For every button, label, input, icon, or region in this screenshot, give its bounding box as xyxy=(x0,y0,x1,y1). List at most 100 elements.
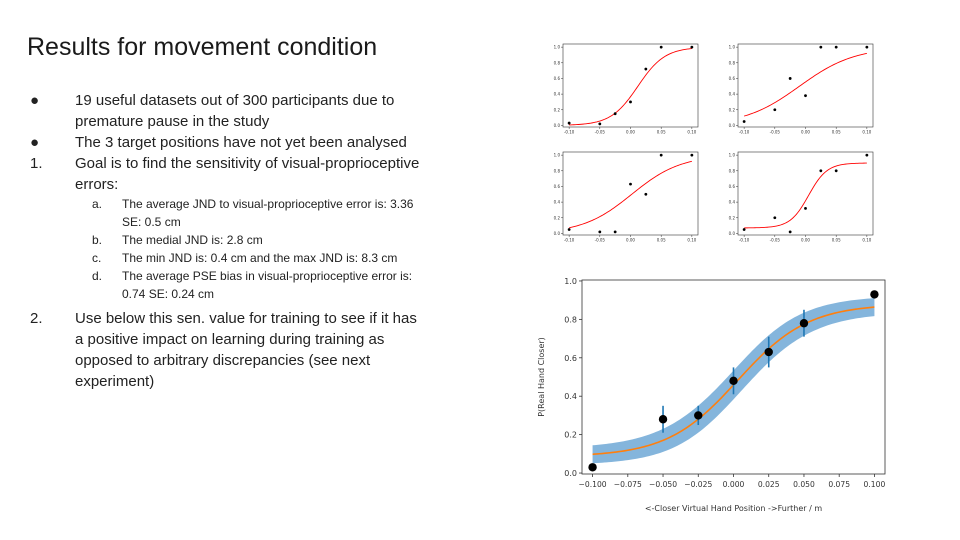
data-point xyxy=(865,153,869,157)
x-tick-label: −0.025 xyxy=(684,480,712,489)
participant-fit-chart-1: 0.0 0.2 0.4 0.6 0.8 1.0 -0.10 -0.05 0.00 0.05 0.10 xyxy=(554,43,699,135)
data-point xyxy=(865,45,869,49)
x-tick-label: 0.10 xyxy=(862,130,871,135)
data-point xyxy=(773,216,777,220)
sub-text: The average PSE bias in visual-proprioce… xyxy=(122,269,413,301)
y-tick-label: 0.0 xyxy=(554,123,561,128)
numbered-text: Use below this sen. value for training t… xyxy=(75,310,417,390)
data-point xyxy=(804,206,807,210)
x-tick-label: −0.050 xyxy=(649,480,677,489)
data-point xyxy=(819,169,823,173)
x-tick-label: -0.05 xyxy=(595,238,606,243)
data-point xyxy=(834,45,838,49)
data-point xyxy=(598,230,602,234)
x-tick-label: −0.075 xyxy=(614,480,642,489)
y-tick-label: 0.4 xyxy=(564,392,577,401)
data-point xyxy=(613,230,617,234)
x-tick-label: -0.10 xyxy=(564,130,575,135)
sub-item: a. The average JND to visual-propriocept… xyxy=(30,195,420,231)
bullet-item: ● The 3 target positions have not yet be… xyxy=(30,132,420,153)
x-tick-label: −0.100 xyxy=(579,480,607,489)
sub-marker: d. xyxy=(92,269,103,283)
x-axis-label: <-Closer Virtual Hand Position ->Further… xyxy=(645,504,823,513)
plot-frame xyxy=(737,43,874,128)
x-tick-label: 0.075 xyxy=(828,480,850,489)
y-tick-label: 0.6 xyxy=(729,76,736,81)
x-tick-label: 0.00 xyxy=(626,130,635,135)
sub-text: The average JND to visual-proprioceptive… xyxy=(122,197,414,229)
y-tick-label: 0.0 xyxy=(564,469,577,478)
x-tick-label: 0.10 xyxy=(687,130,696,135)
data-point xyxy=(788,230,792,234)
data-point xyxy=(804,94,807,98)
y-tick-label: 1.0 xyxy=(554,153,561,158)
data-point xyxy=(729,376,738,386)
x-tick-label: 0.10 xyxy=(687,238,696,243)
x-tick-label: 0.025 xyxy=(758,480,780,489)
sub-item: d. The average PSE bias in visual-propri… xyxy=(30,267,420,303)
psychometric-summary-chart: 0.0 0.2 0.4 0.6 0.8 1.0 −0.100 −0.075 −0.050 −0.0… xyxy=(537,277,885,513)
x-tick-label: 0.000 xyxy=(723,480,745,489)
data-point xyxy=(644,67,648,71)
fit-curve xyxy=(744,52,867,117)
sub-item: c. The min JND is: 0.4 cm and the max JN… xyxy=(30,249,420,267)
data-point xyxy=(644,192,648,196)
y-tick-label: 0.2 xyxy=(729,107,736,112)
data-point xyxy=(742,120,746,123)
y-tick-label: 0.8 xyxy=(564,315,577,324)
number-marker: 1. xyxy=(30,155,43,172)
sub-item: b. The medial JND is: 2.8 cm xyxy=(30,231,420,249)
y-tick-label: 1.0 xyxy=(564,277,577,286)
y-tick-label: 0.2 xyxy=(564,431,577,440)
x-tick-label: -0.05 xyxy=(595,130,606,135)
fit-curve xyxy=(569,160,692,229)
bullet-list: ● 19 useful datasets out of 300 particip… xyxy=(30,90,420,392)
y-tick-label: 0.8 xyxy=(554,168,561,173)
participant-fit-chart-4: 0.0 0.2 0.4 0.6 0.8 1.0 -0.10 -0.05 0.00 0.05 0.10 xyxy=(729,151,874,243)
x-tick-label: 0.05 xyxy=(832,130,841,135)
y-tick-label: 0.6 xyxy=(729,184,736,189)
y-tick-label: 1.0 xyxy=(554,45,561,50)
x-tick-label: -0.05 xyxy=(770,130,781,135)
y-tick-label: 0.0 xyxy=(554,231,561,236)
sub-marker: c. xyxy=(92,251,102,265)
data-point xyxy=(764,347,773,357)
y-tick-label: 0.0 xyxy=(729,231,736,236)
sub-marker: a. xyxy=(92,197,103,211)
data-point xyxy=(658,415,668,424)
x-tick-label: 0.05 xyxy=(657,238,666,243)
sub-text: The min JND is: 0.4 cm and the max JND i… xyxy=(122,251,398,265)
plot-frame xyxy=(562,151,699,236)
x-tick-label: 0.00 xyxy=(801,130,810,135)
x-tick-label: 0.10 xyxy=(862,238,871,243)
y-tick-label: 0.0 xyxy=(729,123,736,128)
data-point xyxy=(588,463,597,472)
participant-fit-chart-2: 0.0 0.2 0.4 0.6 0.8 1.0 -0.10 -0.05 0.00 0.05 0.10 xyxy=(729,43,874,135)
x-tick-label: 0.05 xyxy=(657,130,666,135)
bullet-marker: ● xyxy=(30,92,40,109)
y-tick-label: 0.4 xyxy=(729,200,736,205)
x-tick-label: 0.00 xyxy=(801,238,810,243)
data-point xyxy=(659,45,663,49)
fit-curve xyxy=(569,48,692,126)
data-point xyxy=(629,182,632,186)
y-tick-label: 0.8 xyxy=(729,168,736,173)
y-tick-label: 0.2 xyxy=(554,215,561,220)
plot-frame xyxy=(562,43,699,128)
data-point xyxy=(629,100,632,104)
data-point xyxy=(799,319,809,328)
data-point xyxy=(819,45,823,49)
numbered-text: Goal is to find the sensitivity of visua… xyxy=(75,155,420,193)
slide-title: Results for movement condition xyxy=(27,33,378,61)
sub-text: The medial JND is: 2.8 cm xyxy=(122,233,263,247)
data-point xyxy=(613,112,617,116)
number-marker: 2. xyxy=(30,310,43,327)
y-tick-label: 0.4 xyxy=(729,92,736,97)
bullet-marker: ● xyxy=(30,134,40,151)
x-tick-label: 0.05 xyxy=(832,238,841,243)
y-tick-label: 0.6 xyxy=(554,76,561,81)
data-point xyxy=(690,45,694,49)
data-point xyxy=(690,153,694,157)
numbered-item: 2. Use below this sen. value for trainin… xyxy=(30,308,420,392)
fit-curve xyxy=(744,162,867,229)
